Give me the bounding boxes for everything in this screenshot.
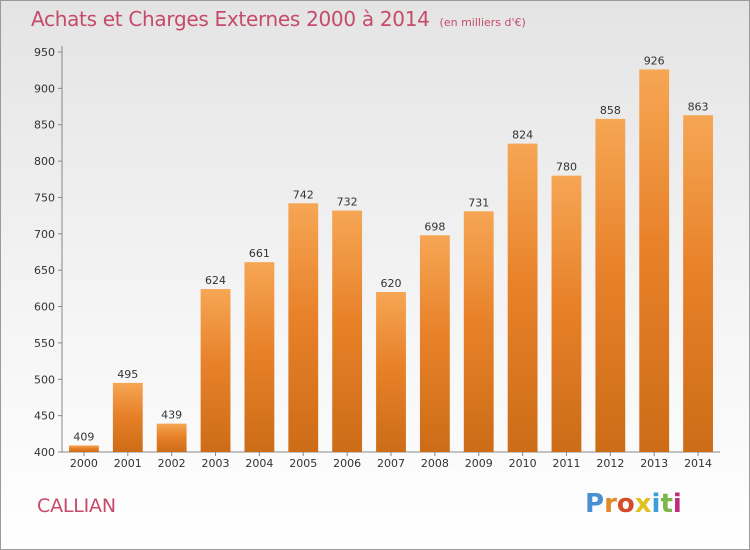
y-tick-label: 900 [34, 82, 55, 95]
x-tick-label: 2003 [202, 457, 230, 470]
x-tick-label: 2001 [114, 457, 142, 470]
bar-2007 [376, 292, 406, 452]
y-tick-label: 800 [34, 155, 55, 168]
y-tick-label: 650 [34, 264, 55, 277]
data-label-2011: 780 [556, 161, 577, 174]
bar-2000 [69, 445, 99, 452]
bar-2006 [332, 210, 363, 452]
logo-letter: i [651, 489, 661, 519]
commune-name: CALLIAN [37, 495, 116, 517]
chart-title: Achats et Charges Externes 2000 à 2014 [31, 7, 430, 31]
bar-2004 [244, 262, 275, 452]
data-label-2013: 926 [644, 54, 665, 67]
data-label-2001: 495 [117, 368, 138, 381]
bar-2002 [156, 423, 187, 452]
x-tick-label: 2007 [377, 457, 405, 470]
x-tick-label: 2014 [684, 457, 712, 470]
y-tick-label: 400 [34, 446, 55, 459]
bar-2010 [507, 143, 538, 452]
data-label-2008: 698 [424, 220, 445, 233]
y-tick-label: 550 [34, 337, 55, 350]
logo-letter: t [660, 489, 673, 519]
logo-letter: o [616, 489, 635, 519]
x-tick-label: 2012 [596, 457, 624, 470]
y-tick-label: 950 [34, 46, 55, 59]
bar-2001 [112, 382, 143, 452]
data-label-2003: 624 [205, 274, 226, 287]
data-label-2009: 731 [468, 196, 489, 209]
x-tick-label: 2011 [552, 457, 580, 470]
y-tick-label: 700 [34, 228, 55, 241]
data-label-2012: 858 [600, 104, 621, 117]
y-tick-label: 850 [34, 119, 55, 132]
x-tick-label: 2005 [289, 457, 317, 470]
logo-letter: i [672, 489, 682, 519]
x-tick-label: 2010 [509, 457, 537, 470]
data-label-2010: 824 [512, 129, 533, 142]
y-tick-label: 600 [34, 301, 55, 314]
x-tick-label: 2004 [245, 457, 273, 470]
x-tick-label: 2009 [465, 457, 493, 470]
data-label-2004: 661 [249, 247, 270, 260]
x-tick-label: 2000 [70, 457, 98, 470]
chart-subtitle: (en milliers d'€) [439, 16, 526, 29]
x-tick-label: 2008 [421, 457, 449, 470]
data-label-2002: 439 [161, 409, 182, 422]
y-tick-label: 750 [34, 191, 55, 204]
bar-2013 [639, 69, 670, 452]
proxiti-logo: Proxiti [585, 489, 682, 519]
bar-2009 [463, 211, 494, 452]
bar-2011 [551, 175, 582, 452]
bar-2003 [200, 289, 231, 452]
bar-2014 [683, 115, 713, 453]
bar-2012 [595, 118, 626, 452]
data-label-2000: 409 [73, 430, 94, 443]
y-tick-label: 500 [34, 373, 55, 386]
title-row: Achats et Charges Externes 2000 à 2014 (e… [31, 7, 526, 31]
y-tick-label: 450 [34, 410, 55, 423]
logo-letter: P [585, 489, 605, 519]
x-tick-label: 2006 [333, 457, 361, 470]
bar-2005 [288, 203, 319, 452]
data-label-2007: 620 [381, 277, 402, 290]
bar-2008 [419, 235, 450, 452]
logo-letter: x [634, 489, 652, 519]
data-label-2014: 863 [688, 100, 709, 113]
x-tick-label: 2013 [640, 457, 668, 470]
logo-letter: r [604, 489, 617, 519]
x-tick-label: 2002 [158, 457, 186, 470]
data-label-2006: 732 [337, 196, 358, 209]
data-label-2005: 742 [293, 188, 314, 201]
